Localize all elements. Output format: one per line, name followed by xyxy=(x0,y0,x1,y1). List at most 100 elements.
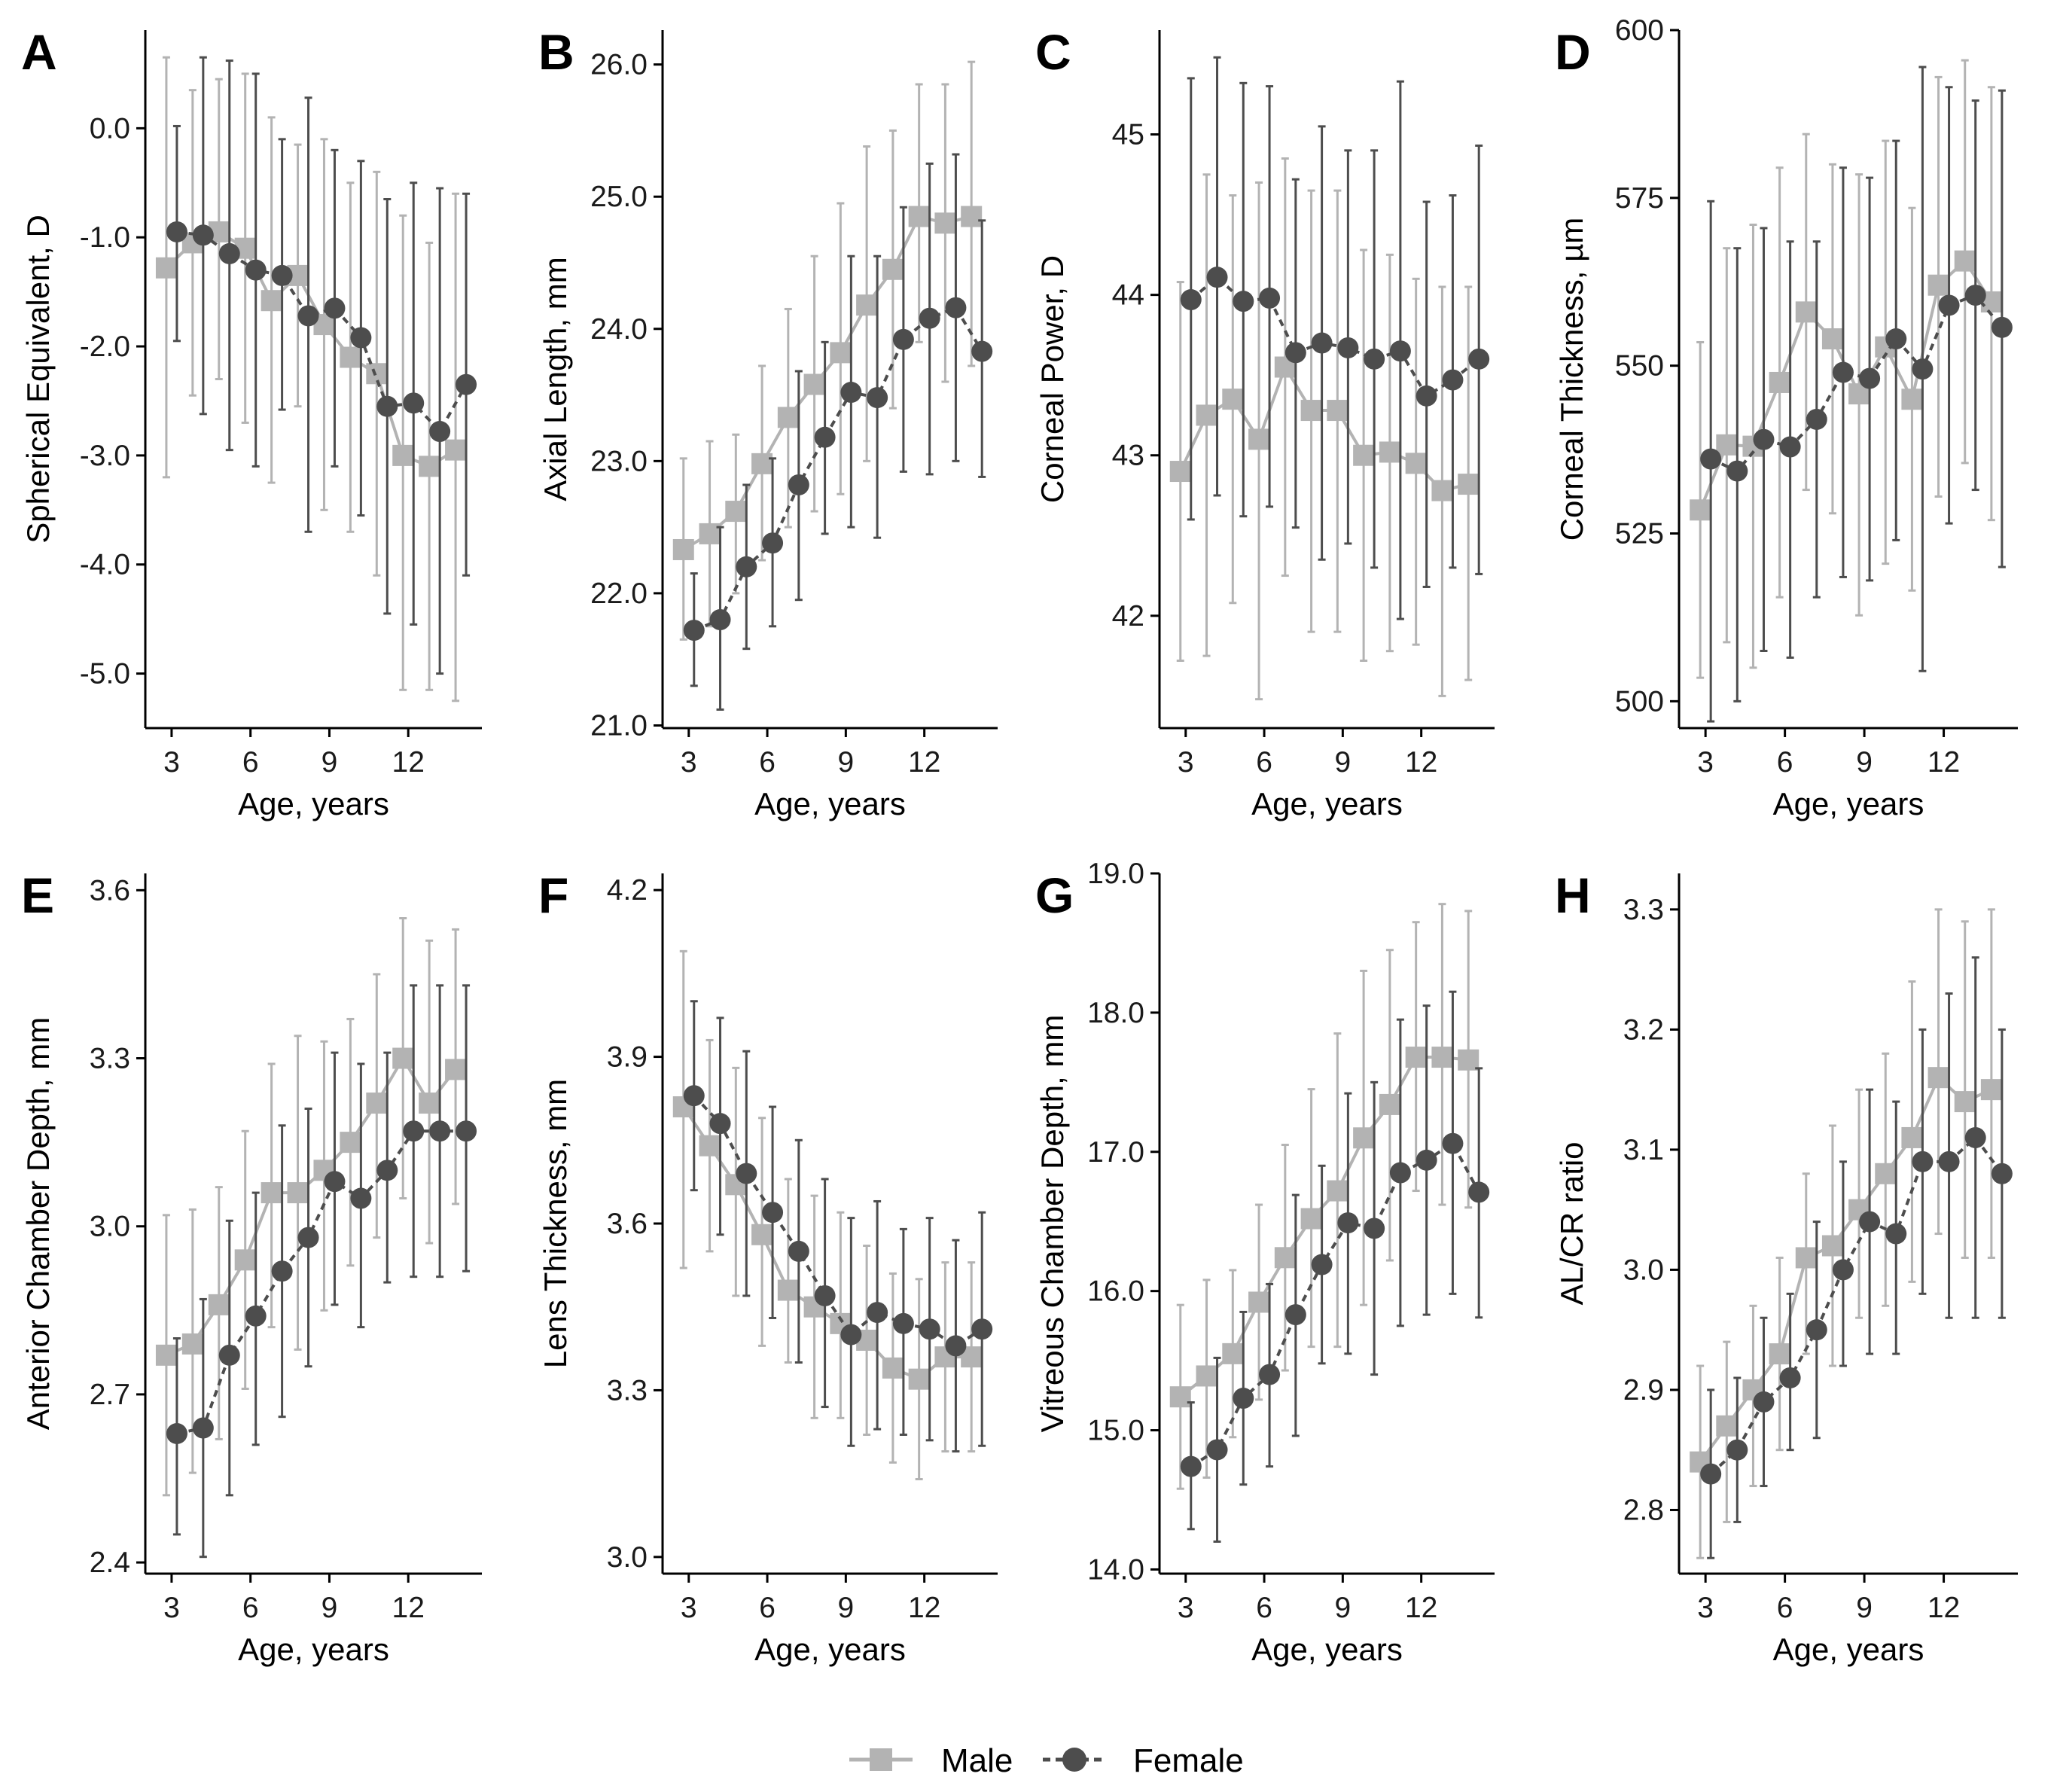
male-point xyxy=(181,1333,203,1355)
female-series xyxy=(166,56,477,675)
female-point xyxy=(456,373,477,395)
y-tick-label: 43 xyxy=(1112,440,1144,472)
x-tick-label: 3 xyxy=(1178,746,1194,779)
legend-male-label: Male xyxy=(941,1742,1013,1779)
female-point xyxy=(762,532,784,554)
male-point xyxy=(1980,1079,2002,1101)
female-point xyxy=(1964,1126,1986,1148)
female-point xyxy=(1753,428,1775,450)
female-point xyxy=(1259,1364,1281,1385)
female-point xyxy=(1700,1463,1722,1485)
female-point xyxy=(1991,1163,2013,1184)
y-axis-title: Corneal Thickness, µm xyxy=(1554,218,1589,541)
y-axis-title: AL/CR ratio xyxy=(1554,1141,1589,1305)
female-point xyxy=(788,1240,809,1262)
female-point xyxy=(1991,316,2013,338)
male-point xyxy=(1954,1091,1976,1113)
x-axis-title: Age, years xyxy=(754,786,906,821)
x-tick-label: 3 xyxy=(163,1592,180,1624)
x-tick-label: 3 xyxy=(163,746,180,779)
female-point xyxy=(840,382,862,404)
male-point xyxy=(155,1344,177,1366)
male-point xyxy=(725,501,747,523)
y-tick-label: -3.0 xyxy=(80,440,130,472)
female-point xyxy=(1832,361,1854,383)
female-point xyxy=(1938,1150,1960,1172)
y-tick-label: 0.0 xyxy=(90,112,130,145)
y-tick-label: 15.0 xyxy=(1087,1415,1144,1447)
x-tick-label: 3 xyxy=(681,746,697,779)
male-series xyxy=(672,949,983,1481)
female-point xyxy=(1859,1211,1881,1233)
female-point xyxy=(1912,358,1934,380)
x-tick-label: 9 xyxy=(838,1592,855,1624)
male-point xyxy=(261,1182,282,1204)
y-tick-label: 3.0 xyxy=(607,1541,648,1574)
y-tick-label: 3.9 xyxy=(607,1041,648,1074)
female-series xyxy=(1180,56,1490,620)
y-tick-label: 2.4 xyxy=(90,1547,130,1579)
male-point xyxy=(1300,1208,1322,1230)
female-point xyxy=(218,1344,240,1366)
female-point xyxy=(867,387,888,409)
male-point xyxy=(445,1059,467,1080)
male-point xyxy=(1248,428,1270,450)
x-tick-label: 3 xyxy=(1697,1592,1714,1624)
female-point xyxy=(919,1318,940,1340)
female-point xyxy=(1753,1391,1775,1413)
female-point xyxy=(166,1423,187,1444)
female-point xyxy=(271,264,293,286)
female-point xyxy=(1468,1181,1490,1203)
male-point xyxy=(155,257,177,279)
male-point xyxy=(1222,389,1244,410)
x-axis-title: Age, years xyxy=(754,1632,906,1667)
male-point xyxy=(1300,400,1322,422)
male-point xyxy=(419,1093,440,1114)
female-point xyxy=(192,1417,214,1439)
y-tick-label: 42 xyxy=(1112,600,1144,632)
female-point xyxy=(350,1187,372,1209)
female-point xyxy=(971,1318,993,1340)
male-point xyxy=(672,538,694,560)
y-axis-title: Spherical Equivalent, D xyxy=(20,215,56,544)
male-point xyxy=(1353,444,1375,466)
female-point xyxy=(166,221,187,242)
female-series xyxy=(1700,66,2013,723)
legend: Male Female xyxy=(849,1742,1244,1779)
female-point xyxy=(1311,332,1333,354)
y-tick-label: 3.0 xyxy=(1623,1254,1664,1286)
male-point xyxy=(340,346,361,368)
female-point xyxy=(1912,1150,1934,1172)
x-axis-title: Age, years xyxy=(1251,1632,1403,1667)
male-point xyxy=(1716,434,1738,456)
male-point xyxy=(1379,1093,1400,1115)
y-tick-label: 575 xyxy=(1615,182,1664,215)
x-tick-label: 12 xyxy=(1927,1592,1960,1624)
female-series xyxy=(683,153,993,711)
male-point xyxy=(699,1135,721,1157)
panel-letter: H xyxy=(1555,867,1591,923)
panel-letter: B xyxy=(538,24,574,80)
female-point xyxy=(762,1202,784,1224)
female-line xyxy=(693,1094,983,1348)
male-series xyxy=(1690,908,2002,1559)
x-axis-title: Age, years xyxy=(1773,786,1924,821)
female-series xyxy=(166,984,477,1559)
male-point xyxy=(882,258,904,280)
male-point xyxy=(1248,1291,1270,1313)
female-point xyxy=(1964,285,1986,306)
male-point xyxy=(445,439,467,461)
x-tick-label: 3 xyxy=(1178,1592,1194,1624)
x-tick-label: 9 xyxy=(1856,746,1873,779)
female-point xyxy=(297,305,319,327)
y-tick-label: 3.3 xyxy=(90,1043,130,1075)
female-point xyxy=(736,1163,757,1184)
male-point xyxy=(1716,1415,1738,1437)
male-point xyxy=(777,407,799,428)
male-series xyxy=(1169,157,1480,701)
female-point xyxy=(1180,289,1202,311)
